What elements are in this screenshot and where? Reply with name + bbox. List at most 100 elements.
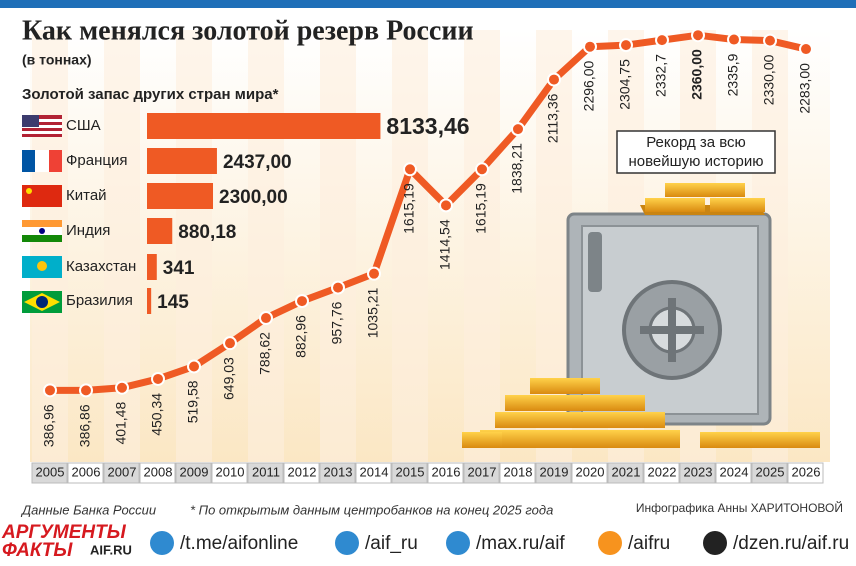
value-label: 1035,21 bbox=[365, 287, 381, 338]
flags bbox=[22, 115, 62, 313]
x-tick-label: 2015 bbox=[396, 464, 425, 479]
point bbox=[151, 371, 165, 386]
column-stripe bbox=[248, 30, 284, 462]
bar-value-label: 2300,00 bbox=[219, 187, 288, 208]
x-tick-box bbox=[355, 462, 392, 484]
point bbox=[367, 266, 381, 281]
bar-value-label: 341 bbox=[163, 258, 195, 279]
x-tick-box bbox=[535, 462, 572, 484]
value-label: 519,58 bbox=[185, 380, 201, 423]
point bbox=[331, 280, 345, 295]
x-tick-label: 2024 bbox=[720, 464, 749, 479]
social-icon bbox=[446, 531, 470, 555]
subtitle: (в тоннах) bbox=[22, 52, 92, 68]
plots: 2005 2006 2007 2008 2009 2010 2011 2012 2013 2014… bbox=[31, 28, 824, 484]
social-link: /dzen.ru/aif.ru bbox=[733, 533, 849, 554]
logo-text: ФАКТЫ bbox=[2, 540, 73, 561]
column-stripe bbox=[392, 30, 428, 462]
x-tick-box bbox=[175, 462, 212, 484]
value-label: 1615,19 bbox=[473, 183, 489, 234]
x-tick-label: 2013 bbox=[324, 464, 353, 479]
bar-value-label: 2437,00 bbox=[223, 152, 292, 173]
value-label: 2360,00 bbox=[689, 49, 705, 100]
x-tick-label: 2019 bbox=[540, 464, 569, 479]
x-tick-box bbox=[67, 462, 104, 484]
bar bbox=[147, 254, 157, 280]
annotation: Рекорд за всю новейшую историю bbox=[616, 130, 776, 174]
value-label: 1414,54 bbox=[437, 219, 453, 270]
x-tick-box bbox=[787, 462, 824, 484]
x-tick-box bbox=[643, 462, 680, 484]
value-label: 1615,19 bbox=[401, 183, 417, 234]
value-label: 2332,7 bbox=[653, 54, 669, 97]
chart-title: Как менялся золотой резерв России bbox=[22, 15, 474, 46]
x-tick-label: 2021 bbox=[612, 464, 641, 479]
line bbox=[49, 31, 807, 394]
point bbox=[583, 39, 597, 54]
bar bbox=[147, 183, 214, 209]
value-label: 957,76 bbox=[329, 301, 345, 344]
point bbox=[727, 32, 741, 47]
x-tick-box bbox=[283, 462, 320, 484]
bar-value-label: 880,18 bbox=[178, 222, 236, 243]
point bbox=[259, 311, 273, 326]
social-icon bbox=[150, 531, 174, 555]
x-tick-box bbox=[571, 462, 608, 484]
x-tick-box bbox=[715, 462, 752, 484]
value-label: 386,86 bbox=[77, 404, 93, 447]
point bbox=[547, 72, 561, 87]
bar-category: Франция bbox=[66, 152, 127, 169]
x-tick-box bbox=[103, 462, 140, 484]
x-tick-box bbox=[679, 462, 716, 484]
value-label: 2330,00 bbox=[761, 54, 777, 105]
point bbox=[439, 198, 453, 213]
column-stripe bbox=[320, 30, 356, 462]
column-stripe bbox=[464, 30, 500, 462]
x-tick-box bbox=[31, 462, 68, 484]
point bbox=[115, 380, 129, 395]
x-tick-label: 2005 bbox=[36, 464, 65, 479]
x-tick-label: 2018 bbox=[504, 464, 533, 479]
bar-category: Индия bbox=[66, 222, 110, 239]
x-tick-label: 2007 bbox=[108, 464, 137, 479]
x-tick-box bbox=[319, 462, 356, 484]
value-label: 2296,00 bbox=[581, 61, 597, 112]
x-tick-box bbox=[247, 462, 284, 484]
point bbox=[295, 294, 309, 309]
point bbox=[799, 42, 813, 57]
footer-note: * По открытым данным центробанков на кон… bbox=[190, 502, 553, 517]
x-tick-label: 2026 bbox=[792, 464, 821, 479]
point bbox=[511, 122, 525, 137]
bar-category: Казахстан bbox=[66, 258, 136, 275]
x-tick-box bbox=[751, 462, 788, 484]
x-tick-label: 2009 bbox=[180, 464, 209, 479]
x-tick-label: 2020 bbox=[576, 464, 605, 479]
point bbox=[223, 336, 237, 351]
point bbox=[475, 162, 489, 177]
x-tick-label: 2012 bbox=[288, 464, 317, 479]
x-tick-label: 2006 bbox=[72, 464, 101, 479]
x-tick-box bbox=[211, 462, 248, 484]
point bbox=[691, 28, 705, 43]
x-tick-label: 2014 bbox=[360, 464, 389, 479]
x-tick-label: 2010 bbox=[216, 464, 245, 479]
bar-value-label: 8133,46 bbox=[386, 113, 469, 139]
value-label: 882,96 bbox=[293, 315, 309, 358]
value-label: 649,03 bbox=[221, 357, 237, 400]
column-stripe bbox=[176, 30, 212, 462]
x-tick-label: 2023 bbox=[684, 464, 713, 479]
value-label: 2304,75 bbox=[617, 59, 633, 110]
value-label: 2113,36 bbox=[545, 93, 561, 143]
value-label: 401,48 bbox=[113, 402, 129, 445]
bar bbox=[147, 113, 381, 139]
footer-author: Инфографика Анны ХАРИТОНОВОЙ bbox=[636, 500, 843, 515]
x-tick-label: 2016 bbox=[432, 464, 461, 479]
logo-text: АРГУМЕНТЫ bbox=[1, 522, 127, 543]
x-tick-box bbox=[499, 462, 536, 484]
bar bbox=[147, 148, 217, 174]
safe-illustration bbox=[462, 183, 820, 448]
value-label: 788,62 bbox=[257, 332, 273, 375]
value-label: 450,34 bbox=[149, 393, 165, 436]
point bbox=[619, 38, 633, 53]
x-tick-label: 2017 bbox=[468, 464, 497, 479]
